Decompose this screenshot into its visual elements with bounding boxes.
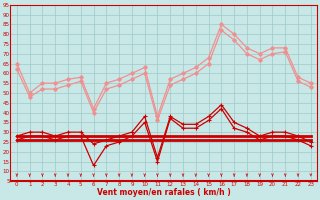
X-axis label: Vent moyen/en rafales ( km/h ): Vent moyen/en rafales ( km/h ) (97, 188, 231, 197)
